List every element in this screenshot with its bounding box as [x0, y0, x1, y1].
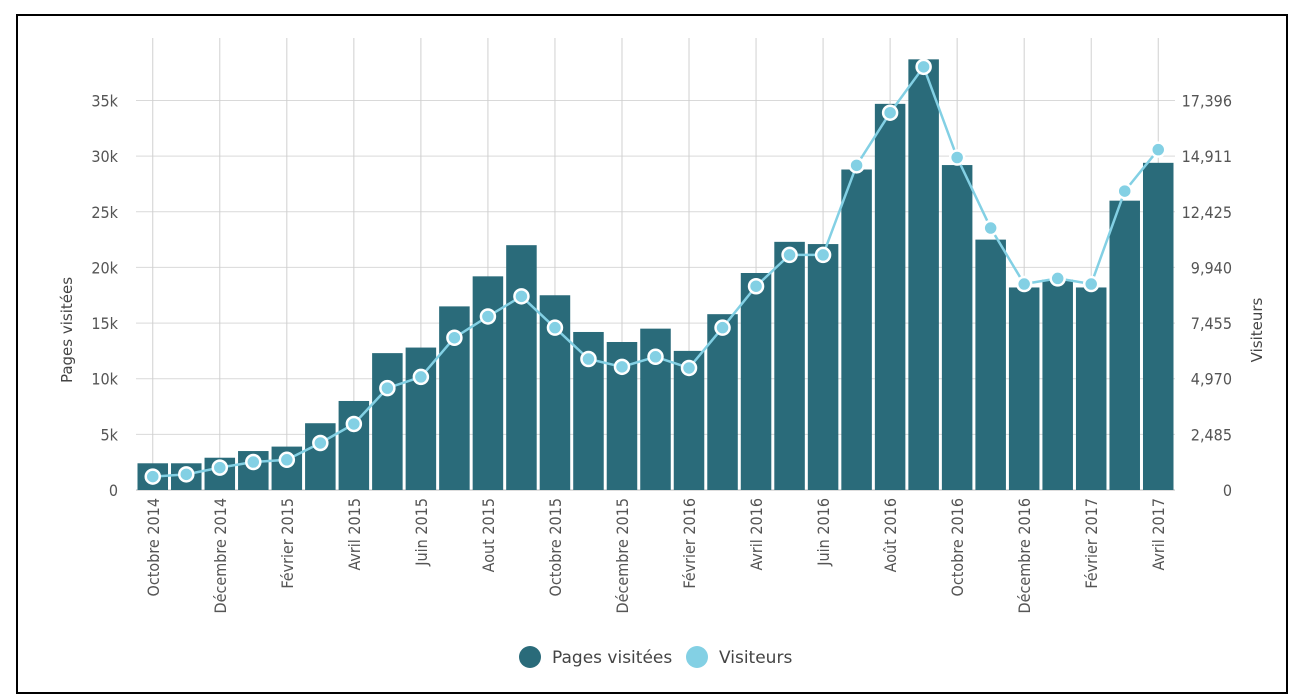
bar[interactable]	[841, 169, 872, 490]
x-axis: Octobre 2014 Décembre 2014 Février 2015 Avr…	[144, 498, 1168, 614]
bar-series-pages-visitees	[137, 59, 1174, 491]
line-point[interactable]	[647, 348, 664, 366]
bar[interactable]	[740, 273, 772, 490]
bar[interactable]	[305, 423, 336, 490]
line-point[interactable]	[781, 246, 798, 264]
y-right-tick-label: 17,396	[1182, 92, 1232, 111]
legend-swatch-visiteurs[interactable]	[686, 646, 708, 668]
bar[interactable]	[774, 241, 805, 490]
y-axis-right: 0 2,485 4,970 7,455 9,940 12,425 14,911 17,396	[1182, 92, 1232, 500]
y-right-tick-label: 4,970	[1191, 370, 1232, 389]
line-point[interactable]	[479, 308, 497, 325]
y-left-tick-label: 30k	[91, 147, 118, 166]
y-axis-right-title: Visiteurs	[1248, 297, 1266, 362]
y-left-tick-label: 5k	[101, 425, 119, 444]
line-point[interactable]	[814, 246, 832, 264]
line-point[interactable]	[446, 329, 463, 346]
y-right-tick-label: 14,911	[1182, 147, 1232, 166]
y-right-tick-label: 7,455	[1191, 314, 1232, 333]
x-tick-label: Juin 2015	[412, 498, 431, 567]
line-point[interactable]	[848, 157, 865, 174]
line-point[interactable]	[1049, 270, 1066, 287]
legend-label-visiteurs[interactable]: Visiteurs	[719, 648, 792, 668]
line-point[interactable]	[1149, 141, 1167, 158]
line-point[interactable]	[881, 104, 899, 121]
line-point[interactable]	[915, 58, 932, 76]
y-right-tick-label: 9,940	[1191, 258, 1232, 277]
bar[interactable]	[1109, 200, 1140, 490]
y-right-tick-label: 2,485	[1191, 425, 1232, 444]
line-series-visiteurs	[144, 58, 1167, 485]
line-point[interactable]	[948, 149, 966, 166]
bar[interactable]	[707, 314, 738, 490]
line-point[interactable]	[211, 459, 229, 476]
legend-swatch-pages-visitees[interactable]	[519, 646, 541, 668]
line-point[interactable]	[1116, 182, 1133, 200]
line-point[interactable]	[1082, 275, 1100, 293]
bar[interactable]	[807, 244, 839, 490]
x-tick-label: Février 2015	[278, 498, 297, 589]
bar[interactable]	[1142, 162, 1174, 491]
y-left-tick-label: 35k	[91, 92, 118, 111]
y-left-tick-label: 20k	[91, 258, 118, 277]
line-point[interactable]	[144, 468, 162, 485]
bar[interactable]	[1008, 287, 1040, 490]
line-point[interactable]	[546, 319, 564, 336]
x-tick-label: Octobre 2014	[144, 498, 163, 596]
legend-label-pages-visitees[interactable]: Pages visitées	[552, 648, 672, 668]
bar[interactable]	[1042, 279, 1073, 490]
line-point[interactable]	[345, 415, 363, 433]
bar[interactable]	[506, 245, 537, 490]
x-tick-label: Février 2017	[1082, 498, 1101, 589]
line-point[interactable]	[412, 368, 430, 386]
y-axis-left: 0 5k 10k 15k 20k 25k 30k 35k	[91, 92, 118, 500]
x-tick-label: Avril 2016	[747, 498, 766, 571]
line-point[interactable]	[312, 434, 329, 452]
x-tick-label: Février 2016	[680, 498, 699, 589]
line-point[interactable]	[680, 359, 698, 377]
y-right-tick-label: 12,425	[1182, 203, 1232, 222]
bar[interactable]	[874, 103, 906, 490]
line-point[interactable]	[714, 319, 731, 336]
x-tick-label: Décembre 2014	[211, 498, 230, 614]
bar[interactable]	[975, 239, 1006, 490]
x-tick-label: Octobre 2016	[948, 498, 967, 596]
line-point[interactable]	[379, 379, 396, 397]
x-tick-label: Décembre 2015	[613, 498, 632, 614]
line-point[interactable]	[747, 277, 765, 295]
y-left-tick-label: 15k	[91, 314, 118, 333]
y-left-tick-label: 0	[109, 481, 118, 500]
x-tick-label: Octobre 2015	[546, 498, 565, 596]
line-point[interactable]	[613, 358, 631, 376]
combo-chart: 0 5k 10k 15k 20k 25k 30k 35k 0 2,485 4,970 7,455 9,…	[58, 38, 1266, 668]
bar[interactable]	[941, 165, 973, 491]
line-point[interactable]	[1015, 275, 1033, 293]
y-left-tick-label: 25k	[91, 203, 118, 222]
legend: Pages visitées Visiteurs	[519, 646, 792, 668]
x-tick-label: Décembre 2016	[1015, 498, 1034, 614]
y-right-tick-label: 0	[1223, 481, 1232, 500]
line-point[interactable]	[278, 451, 296, 469]
x-tick-label: Juin 2016	[814, 498, 833, 567]
line-point[interactable]	[982, 219, 999, 237]
line-point[interactable]	[245, 453, 262, 471]
line-point[interactable]	[580, 350, 597, 368]
x-tick-label: Aout 2015	[479, 498, 498, 572]
x-tick-label: Avril 2015	[345, 498, 364, 571]
bar[interactable]	[372, 353, 403, 490]
y-axis-left-title: Pages visitées	[58, 277, 76, 383]
line-point[interactable]	[513, 288, 530, 305]
bar[interactable]	[908, 59, 939, 490]
y-left-tick-label: 10k	[91, 370, 118, 389]
x-tick-label: Août 2016	[881, 498, 900, 572]
bar[interactable]	[1075, 287, 1107, 490]
x-tick-label: Avril 2017	[1149, 498, 1168, 571]
line-point[interactable]	[178, 466, 195, 483]
